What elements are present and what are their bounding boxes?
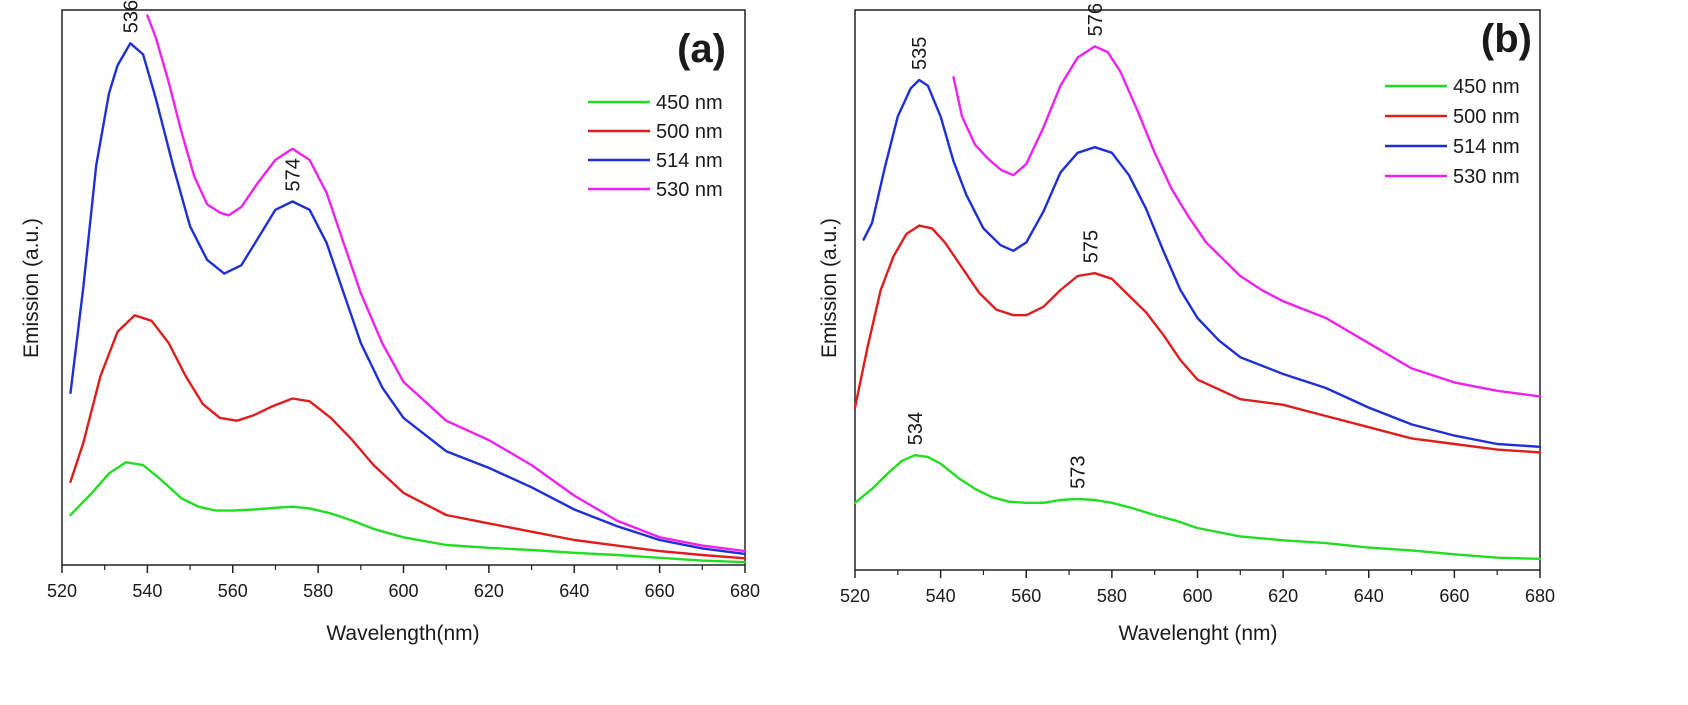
panel-a-peak-labels: 536 574 <box>120 0 305 192</box>
series-line-450-nm <box>853 454 1542 560</box>
series-line-450-nm <box>69 461 747 564</box>
panel-b-peak-labels: 535 576 575 534 573 <box>905 3 1107 489</box>
panel-a-y-axis-title: Emission (a.u.) <box>20 218 43 358</box>
x-tick-label: 580 <box>1097 586 1127 606</box>
series-line-514-nm <box>862 78 1542 448</box>
panel-b-series <box>853 45 1542 560</box>
series-line-500-nm <box>69 314 747 560</box>
legend-label: 450 nm <box>656 92 723 114</box>
x-tick-label: 540 <box>926 586 956 606</box>
x-tick-label: 640 <box>559 581 589 601</box>
legend-label: 500 nm <box>656 121 723 143</box>
panel-a: 520 540 560 580 600 620 640 660 680 536 574 (a) 4… <box>20 0 760 645</box>
series-line-530-nm <box>146 14 747 553</box>
legend-label: 530 nm <box>1453 166 1520 188</box>
x-tick-label: 540 <box>132 581 162 601</box>
legend-label: 530 nm <box>656 179 723 201</box>
peak-label: 575 <box>1081 230 1103 263</box>
panel-b: 520 540 560 580 600 620 640 660 680 535 576 575 534… <box>818 3 1555 645</box>
panel-a-series <box>69 14 747 564</box>
x-tick-label: 660 <box>645 581 675 601</box>
panel-a-label: (a) <box>677 27 726 71</box>
legend-label: 500 nm <box>1453 106 1520 128</box>
x-tick-label: 680 <box>1525 586 1555 606</box>
peak-label: 576 <box>1085 3 1107 36</box>
peak-label: 574 <box>283 158 305 191</box>
panel-b-legend: 450 nm 500 nm 514 nm 530 nm <box>1385 76 1520 188</box>
legend-label: 450 nm <box>1453 76 1520 98</box>
panel-b-label: (b) <box>1481 17 1532 61</box>
x-tick-label: 520 <box>840 586 870 606</box>
peak-label: 536 <box>120 0 142 33</box>
x-tick-label: 680 <box>730 581 760 601</box>
series-line-530-nm <box>952 45 1542 398</box>
panel-a-x-ticks: 520 540 560 580 600 620 640 660 680 <box>47 565 760 601</box>
x-tick-label: 600 <box>1182 586 1212 606</box>
x-tick-label: 640 <box>1354 586 1384 606</box>
panel-b-x-ticks: 520 540 560 580 600 620 640 660 680 <box>840 570 1555 606</box>
peak-label: 535 <box>909 37 931 70</box>
x-tick-label: 620 <box>1268 586 1298 606</box>
panel-a-legend: 450 nm 500 nm 514 nm 530 nm <box>588 92 723 201</box>
series-line-514-nm <box>69 42 747 556</box>
panel-a-x-axis-title: Wavelength(nm) <box>326 622 479 645</box>
series-line-500-nm <box>853 224 1542 454</box>
panel-b-y-axis-title: Emission (a.u.) <box>818 218 841 358</box>
x-tick-label: 560 <box>1011 586 1041 606</box>
peak-label: 534 <box>905 412 927 445</box>
peak-label: 573 <box>1068 456 1090 489</box>
legend-label: 514 nm <box>656 150 723 172</box>
legend-label: 514 nm <box>1453 136 1520 158</box>
x-tick-label: 620 <box>474 581 504 601</box>
x-tick-label: 520 <box>47 581 77 601</box>
x-tick-label: 660 <box>1439 586 1469 606</box>
panel-b-x-axis-title: Wavelenght (nm) <box>1118 622 1277 645</box>
x-tick-label: 580 <box>303 581 333 601</box>
x-tick-label: 560 <box>218 581 248 601</box>
x-tick-label: 600 <box>388 581 418 601</box>
